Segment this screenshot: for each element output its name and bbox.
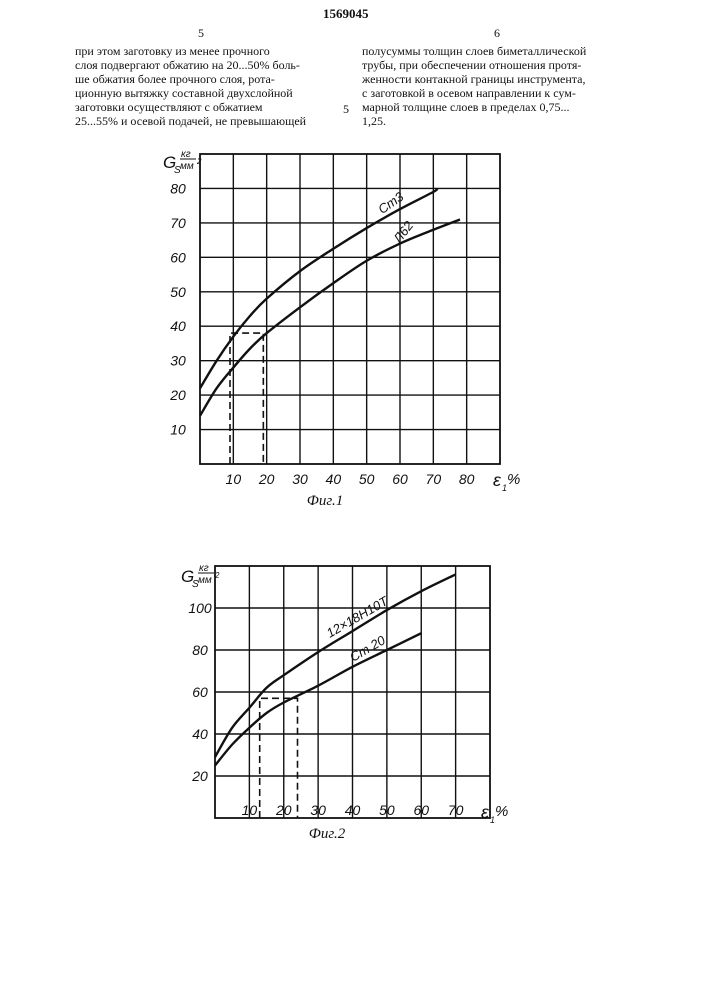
y-axis-unit-numerator: кг (199, 563, 209, 574)
figure-2-chart: 102030405060702040608010012×18Н10ТСт 20G… (0, 0, 707, 860)
figure-caption: Фиг.2 (309, 826, 346, 842)
x-axis-unit: % (495, 803, 508, 820)
series-label: 12×18Н10Т (324, 593, 392, 641)
y-tick-label: 20 (191, 768, 208, 784)
x-axis-symbol: ε (481, 802, 490, 822)
y-tick-label: 100 (188, 600, 212, 616)
y-axis-unit-denominator: мм (198, 575, 212, 586)
x-tick-label: 10 (242, 802, 258, 818)
y-tick-label: 80 (192, 642, 208, 658)
x-tick-label: 20 (275, 802, 292, 818)
x-tick-label: 70 (448, 802, 464, 818)
x-tick-label: 60 (413, 802, 429, 818)
y-axis-unit-exponent: 2 (214, 571, 220, 580)
series-line-1 (215, 574, 456, 757)
x-tick-label: 40 (345, 802, 361, 818)
x-tick-label: 30 (310, 802, 326, 818)
x-tick-label: 50 (379, 802, 395, 818)
y-tick-label: 60 (192, 684, 208, 700)
y-tick-label: 40 (192, 726, 208, 742)
guide-dashed-line (260, 698, 298, 818)
